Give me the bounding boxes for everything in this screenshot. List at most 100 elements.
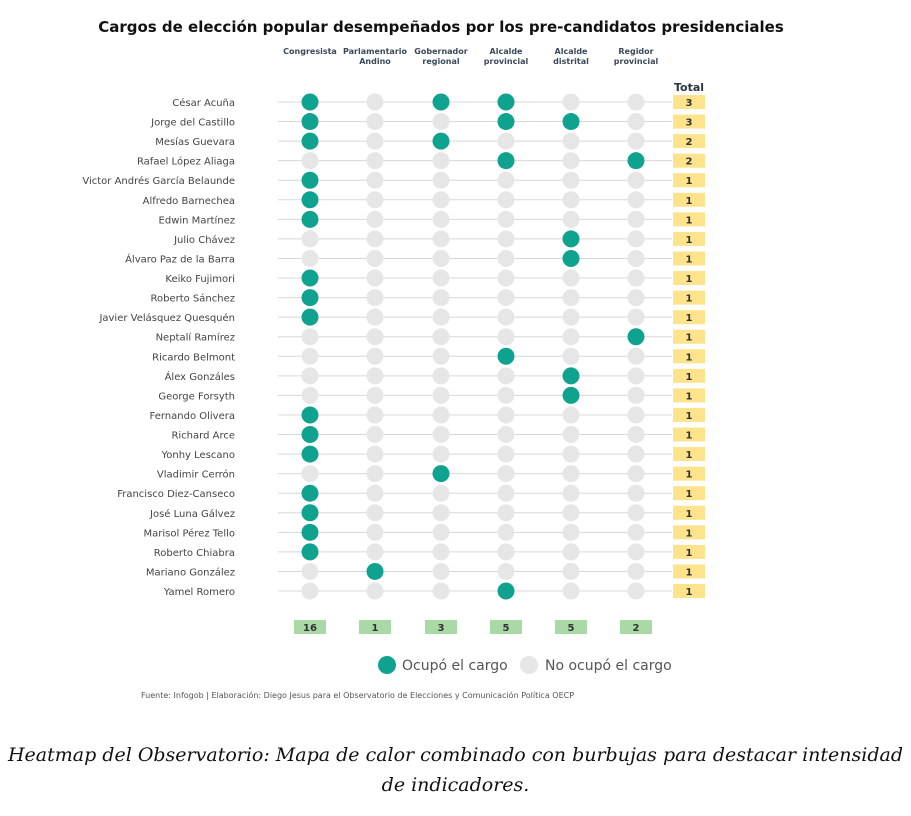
total-box <box>673 349 705 364</box>
bubble-filled <box>301 210 319 228</box>
bubble-empty <box>366 328 384 346</box>
bubble-empty <box>562 308 580 326</box>
total-box <box>673 505 705 520</box>
bubble-empty <box>562 406 580 424</box>
total-header: Total <box>674 81 704 94</box>
bubble-empty <box>366 230 384 248</box>
bubble-empty <box>497 289 515 307</box>
total-box <box>673 466 705 481</box>
bubble-empty <box>562 445 580 463</box>
bubble-filled <box>562 230 580 248</box>
bubble-filled <box>301 171 319 189</box>
bubble-filled <box>562 113 580 131</box>
bubble-empty <box>432 445 450 463</box>
legend-label: No ocupó el cargo <box>545 658 672 674</box>
bubble-empty <box>497 445 515 463</box>
column-header: Parlamentario <box>343 47 408 56</box>
total-box <box>673 153 705 168</box>
total-box <box>673 584 705 598</box>
bubble-empty <box>497 132 515 150</box>
total-value: 1 <box>686 313 693 324</box>
bubble-empty <box>627 269 645 287</box>
total-box <box>673 447 705 462</box>
column-header: distrital <box>553 57 589 66</box>
bubble-empty <box>366 523 384 541</box>
bubble-empty <box>497 484 515 502</box>
bubble-empty <box>432 113 450 131</box>
bubble-empty <box>562 132 580 150</box>
column-total-box <box>620 620 652 634</box>
row-label: Javier Velásquez Quesquén <box>98 312 235 324</box>
bubble-empty <box>432 386 450 404</box>
column-total-box <box>359 620 391 634</box>
row-label: Yonhy Lescano <box>160 450 235 461</box>
source-note: Fuente: Infogob | Elaboración: Diego Jes… <box>141 690 574 700</box>
bubble-empty <box>562 210 580 228</box>
bubble-filled <box>301 132 319 150</box>
bubble-empty <box>627 289 645 307</box>
bubble-empty <box>366 308 384 326</box>
column-total-value: 3 <box>438 623 445 634</box>
total-value: 1 <box>686 411 693 422</box>
bubble-empty <box>366 132 384 150</box>
row-label: Mesías Guevara <box>155 136 235 148</box>
bubble-empty <box>301 386 319 404</box>
bubble-empty <box>366 504 384 522</box>
bubble-filled <box>497 113 515 131</box>
bubble-empty <box>627 484 645 502</box>
bubble-empty <box>627 504 645 522</box>
total-box <box>673 310 705 325</box>
total-value: 1 <box>686 450 693 461</box>
total-value: 1 <box>686 274 693 285</box>
bubble-empty <box>627 210 645 228</box>
bubble-empty <box>562 484 580 502</box>
total-value: 1 <box>686 470 693 481</box>
bubble-empty <box>301 328 319 346</box>
bubble-empty <box>562 543 580 561</box>
bubble-empty <box>301 152 319 170</box>
bubble-empty <box>366 465 384 483</box>
bubble-empty <box>627 523 645 541</box>
total-value: 3 <box>686 118 693 129</box>
total-box <box>673 231 705 246</box>
total-box <box>673 95 705 109</box>
total-value: 1 <box>686 567 693 578</box>
bubble-empty <box>432 562 450 580</box>
row-label: Roberto Chiabra <box>154 548 235 559</box>
bubble-empty <box>562 504 580 522</box>
bubble-empty <box>497 249 515 267</box>
bubble-filled <box>432 132 450 150</box>
total-box <box>673 368 705 383</box>
row-label: Yamel Romero <box>163 587 235 598</box>
bubble-filled <box>301 426 319 444</box>
total-value: 1 <box>686 176 693 187</box>
bubble-empty <box>562 582 580 600</box>
bubble-empty <box>627 582 645 600</box>
bubble-empty <box>432 582 450 600</box>
bubble-filled <box>432 93 450 111</box>
row-label: Keiko Fujimori <box>165 274 235 285</box>
total-value: 1 <box>686 254 693 265</box>
row-label: Álvaro Paz de la Barra <box>125 252 235 265</box>
bubble-filled <box>301 504 319 522</box>
bubble-empty <box>366 543 384 561</box>
bubble-empty <box>562 426 580 444</box>
row-label: Marisol Pérez Tello <box>144 527 235 539</box>
column-total-box <box>294 620 326 634</box>
bubble-empty <box>627 230 645 248</box>
column-total-value: 1 <box>372 623 379 634</box>
total-value: 1 <box>686 489 693 500</box>
bubble-filled <box>497 152 515 170</box>
bubble-filled <box>562 386 580 404</box>
column-header: provincial <box>484 57 529 66</box>
bubble-empty <box>627 406 645 424</box>
bubble-empty <box>497 465 515 483</box>
row-label: Vladimir Cerrón <box>157 469 235 481</box>
bubble-empty <box>301 582 319 600</box>
bubble-empty <box>627 465 645 483</box>
bubble-filled <box>366 562 384 580</box>
legend-swatch-filled <box>378 656 396 674</box>
column-header: Alcalde <box>490 47 524 56</box>
bubble-empty <box>497 426 515 444</box>
bubble-empty <box>627 308 645 326</box>
